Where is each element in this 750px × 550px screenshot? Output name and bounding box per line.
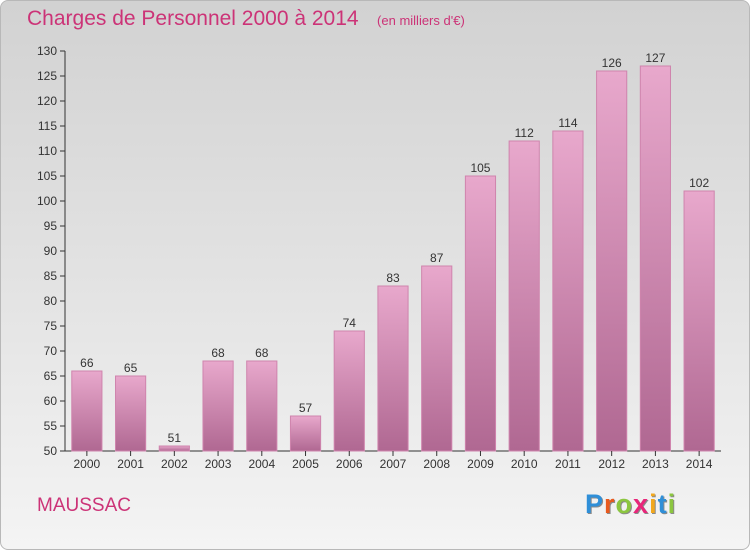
bar-2000: [71, 370, 103, 452]
x-tick-label: 2005: [292, 457, 319, 471]
data-label: 102: [689, 176, 709, 190]
data-label: 74: [343, 316, 357, 330]
y-tick-label: 100: [37, 194, 57, 208]
y-tick-label: 90: [44, 244, 58, 258]
data-label: 127: [645, 51, 665, 65]
y-tick-label: 120: [37, 94, 57, 108]
y-tick-label: 130: [37, 44, 57, 58]
y-tick-label: 55: [44, 419, 58, 433]
x-tick-label: 2013: [642, 457, 669, 471]
bar-2012: [596, 70, 628, 452]
bar-2007: [377, 285, 409, 452]
y-tick-label: 75: [44, 319, 58, 333]
x-tick-label: 2010: [511, 457, 538, 471]
y-tick-label: 60: [44, 394, 58, 408]
data-label: 83: [386, 271, 400, 285]
data-label: 114: [558, 116, 577, 130]
logo-letter: i: [649, 489, 658, 519]
data-label: 57: [299, 401, 313, 415]
x-tick-label: 2003: [205, 457, 232, 471]
y-tick-label: 85: [44, 269, 58, 283]
x-tick-label: 2008: [423, 457, 450, 471]
logo-letter: P: [585, 489, 605, 519]
x-tick-label: 2011: [555, 457, 581, 471]
x-tick-label: 2012: [598, 457, 625, 471]
y-tick-label: 80: [44, 294, 58, 308]
y-tick-label: 65: [44, 369, 58, 383]
data-label: 68: [255, 346, 269, 360]
bar-2011: [552, 130, 584, 452]
bar-2006: [333, 330, 365, 452]
x-tick-label: 2007: [380, 457, 407, 471]
x-tick-label: 2000: [74, 457, 101, 471]
chart-title: Charges de Personnel 2000 à 2014: [27, 7, 359, 30]
x-tick-label: 2001: [117, 457, 144, 471]
logo-letter: x: [633, 489, 650, 519]
logo-letter: t: [657, 489, 668, 519]
data-label: 65: [124, 361, 138, 375]
data-label: 105: [470, 161, 490, 175]
x-tick-label: 2009: [467, 457, 494, 471]
x-tick-label: 2014: [686, 457, 713, 471]
y-tick-label: 70: [44, 344, 58, 358]
bar-2003: [202, 360, 234, 452]
bar-2013: [639, 65, 671, 452]
y-tick-label: 110: [38, 144, 57, 158]
bar-2008: [421, 265, 453, 452]
data-label: 87: [430, 251, 444, 265]
bar-2002: [158, 445, 190, 452]
data-label: 126: [602, 56, 622, 70]
y-tick-label: 50: [44, 444, 58, 458]
x-tick-label: 2004: [248, 457, 275, 471]
y-tick-label: 115: [38, 119, 57, 133]
data-label: 66: [80, 356, 94, 370]
y-tick-label: 95: [44, 219, 58, 233]
commune-name: MAUSSAC: [37, 495, 131, 516]
data-label: 51: [168, 431, 182, 445]
y-tick-label: 125: [37, 69, 57, 83]
bar-2004: [246, 360, 278, 452]
logo-letter: r: [604, 489, 616, 519]
bar-2009: [464, 175, 497, 452]
x-tick-label: 2002: [161, 457, 188, 471]
x-tick-label: 2006: [336, 457, 363, 471]
bar-2010: [508, 140, 540, 452]
y-tick-label: 105: [37, 169, 57, 183]
data-label: 112: [515, 126, 534, 140]
title-row: Charges de Personnel 2000 à 2014 (en mil…: [27, 7, 465, 31]
bar-2001: [115, 375, 147, 452]
logo-letter: o: [615, 489, 634, 519]
logo-letter: i: [667, 489, 677, 519]
data-label: 68: [211, 346, 225, 360]
bar-2014: [683, 190, 715, 452]
bar-2005: [289, 415, 322, 452]
proxiti-logo: Proxiti: [585, 489, 676, 520]
chart-subtitle: (en milliers d'€): [377, 13, 465, 28]
